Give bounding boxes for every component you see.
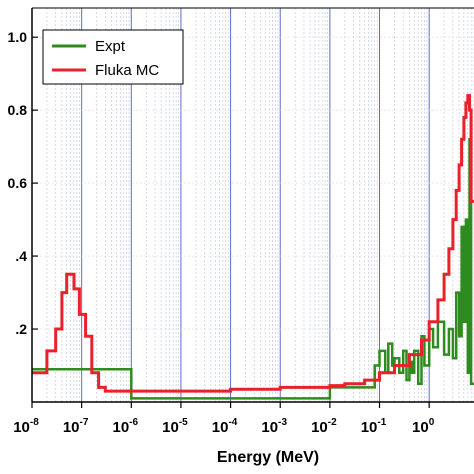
- y-tick-label: .4: [15, 248, 27, 264]
- legend-label-fluka: Fluka MC: [95, 62, 159, 79]
- tick-labels: 10-8 10-7 10-6 10-5 10-4 10-3 10-2 10-1 100 .2 .4 0…: [8, 29, 435, 436]
- x-tick-label: 10-3: [261, 417, 287, 436]
- x-tick-label: 10-6: [112, 417, 138, 436]
- y-tick-label: .2: [15, 321, 27, 337]
- legend-box: [42, 29, 184, 85]
- x-tick-label: 10-4: [212, 417, 238, 436]
- x-tick-label: 10-7: [63, 417, 89, 436]
- x-tick-label: 10-8: [13, 417, 39, 436]
- legend: Expt Fluka MC: [42, 29, 184, 85]
- x-axis-label: Energy (MeV): [217, 449, 319, 466]
- x-tick-label: 10-2: [311, 417, 337, 436]
- series-line-fluka-mc: [32, 94, 474, 393]
- x-tick-label: 100: [412, 417, 435, 436]
- y-tick-label: 0.6: [8, 175, 28, 191]
- y-tick-label: 0.8: [8, 102, 28, 118]
- series-layer: [32, 94, 474, 400]
- y-tick-label: 1.0: [8, 29, 28, 45]
- x-tick-label: 10-5: [162, 417, 188, 436]
- legend-label-expt: Expt: [95, 38, 126, 55]
- axes: [31, 7, 474, 408]
- x-tick-label: 10-1: [361, 417, 387, 436]
